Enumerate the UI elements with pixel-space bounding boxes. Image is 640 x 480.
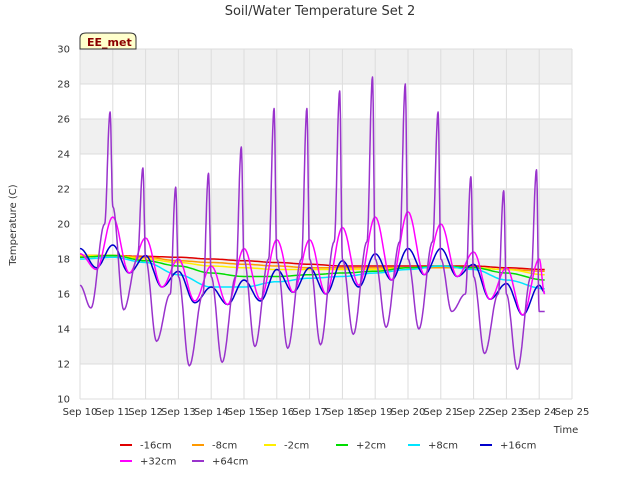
y-tick-label: 14 [57,325,70,336]
x-tick-label: Sep 25 [555,407,590,418]
y-tick-label: 28 [57,80,70,91]
grid-band [80,189,572,224]
y-tick-label: 22 [57,185,70,196]
grid-band [80,49,572,84]
x-tick-label: Sep 13 [161,407,196,418]
x-tick-label: Sep 22 [456,407,491,418]
y-axis-label: Temperature (C) [8,184,19,266]
legend-label: +32cm [140,457,176,468]
legend-item: +64cm [192,457,248,468]
x-tick-label: Sep 19 [358,407,393,418]
y-tick-label: 10 [57,395,70,406]
legend-item: +2cm [336,441,386,452]
series-line-32cm [79,211,546,316]
legend-label: +16cm [500,441,536,452]
y-axis-ticks: 10 12 14 16 18 20 22 24 26 28 30 [57,45,70,406]
x-tick-label: Sep 12 [128,407,163,418]
x-tick-label: Sep 23 [489,407,524,418]
station-badge-label: EE_met [87,36,132,49]
x-tick-label: Sep 20 [391,407,426,418]
grid-band [80,119,572,154]
y-tick-label: 26 [57,115,70,126]
legend-label: +2cm [356,441,386,452]
series-line-64cm [79,76,545,371]
legend-label: -2cm [284,441,309,452]
x-tick-label: Sep 15 [227,407,262,418]
legend-item: +16cm [480,441,536,452]
grid-lines [79,48,573,400]
y-tick-label: 20 [57,220,70,231]
y-tick-label: 24 [57,150,70,161]
legend: -16cm -8cm -2cm +2cm +8cm +16cm +32cm +64cm [120,441,536,468]
legend-item: -8cm [192,441,237,452]
station-badge: EE_met [79,32,137,50]
x-tick-label: Sep 14 [194,407,229,418]
legend-label: +64cm [212,457,248,468]
y-tick-label: 12 [57,360,70,371]
legend-label: +8cm [428,441,458,452]
x-tick-label: Sep 16 [259,407,294,418]
x-axis-label: Time [553,425,578,436]
y-tick-label: 18 [57,255,70,266]
y-tick-label: 16 [57,290,70,301]
legend-item: -16cm [120,441,172,452]
legend-item: -2cm [264,441,309,452]
legend-label: -16cm [140,441,172,452]
chart-title: Soil/Water Temperature Set 2 [225,4,416,19]
x-tick-label: Sep 10 [63,407,98,418]
series-lines [79,76,546,371]
series-line-16cm [80,254,545,271]
y-tick-label: 30 [57,45,70,56]
legend-item: +8cm [408,441,458,452]
x-tick-label: Sep 24 [522,407,557,418]
x-tick-label: Sep 18 [325,407,360,418]
x-tick-label: Sep 21 [423,407,458,418]
legend-item: +32cm [120,457,176,468]
series-line-2cm [79,254,545,281]
x-tick-label: Sep 17 [292,407,327,418]
legend-label: -8cm [212,441,237,452]
x-tick-label: Sep 11 [95,407,130,418]
